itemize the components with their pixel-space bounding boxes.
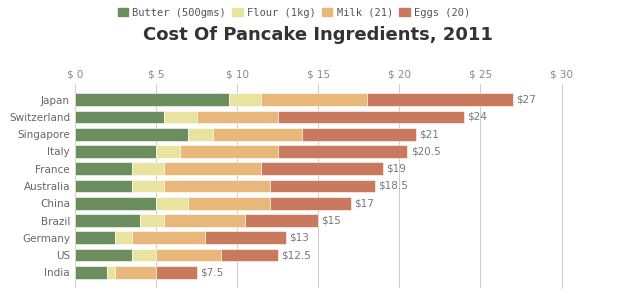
Bar [188, 197, 270, 210]
Bar [75, 266, 107, 279]
Bar [278, 110, 464, 124]
Bar [132, 162, 164, 175]
Bar [115, 266, 156, 279]
Text: $20.5: $20.5 [411, 146, 441, 157]
Text: $7.5: $7.5 [200, 267, 223, 277]
Legend: Butter (500gms), Flour (1kg), Milk (21), Eggs (20): Butter (500gms), Flour (1kg), Milk (21),… [114, 4, 474, 22]
Bar [245, 214, 318, 227]
Bar [140, 214, 164, 227]
Text: $13: $13 [289, 233, 309, 243]
Bar [115, 231, 132, 244]
Bar [261, 93, 367, 106]
Bar [164, 179, 270, 193]
Text: $12.5: $12.5 [281, 250, 311, 260]
Text: $19: $19 [386, 164, 406, 174]
Bar [302, 128, 416, 141]
Bar [213, 128, 302, 141]
Bar [164, 162, 261, 175]
Title: Cost Of Pancake Ingredients, 2011: Cost Of Pancake Ingredients, 2011 [144, 26, 493, 44]
Bar [75, 145, 156, 158]
Bar [156, 145, 180, 158]
Bar [75, 231, 115, 244]
Bar [132, 179, 164, 193]
Bar [164, 214, 245, 227]
Bar [367, 93, 513, 106]
Bar [107, 266, 115, 279]
Bar [75, 197, 156, 210]
Bar [75, 162, 132, 175]
Bar [270, 179, 375, 193]
Bar [132, 248, 156, 262]
Bar [156, 197, 188, 210]
Bar [221, 248, 278, 262]
Text: $21: $21 [419, 129, 439, 139]
Bar [75, 110, 164, 124]
Text: $17: $17 [354, 198, 374, 208]
Bar [156, 248, 221, 262]
Bar [75, 93, 229, 106]
Bar [261, 162, 383, 175]
Bar [197, 110, 278, 124]
Bar [205, 231, 286, 244]
Text: $18.5: $18.5 [378, 181, 408, 191]
Bar [180, 145, 278, 158]
Bar [278, 145, 407, 158]
Bar [229, 93, 261, 106]
Text: $27: $27 [516, 95, 536, 105]
Text: $24: $24 [467, 112, 487, 122]
Bar [75, 179, 132, 193]
Bar [188, 128, 213, 141]
Bar [156, 266, 197, 279]
Bar [270, 197, 351, 210]
Bar [164, 110, 197, 124]
Bar [75, 128, 188, 141]
Text: $15: $15 [321, 215, 341, 226]
Bar [75, 214, 140, 227]
Bar [75, 248, 132, 262]
Bar [132, 231, 205, 244]
